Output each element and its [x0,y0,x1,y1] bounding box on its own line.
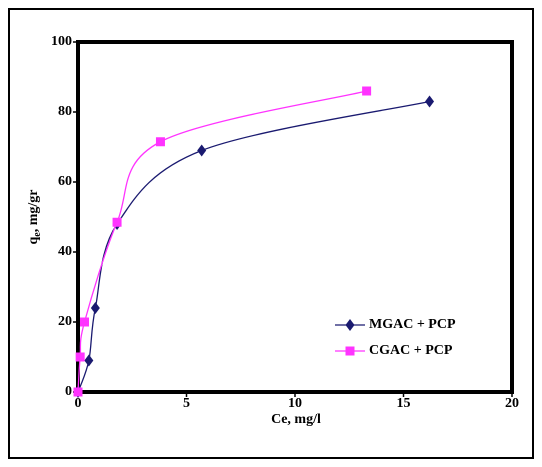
y-tick-label: 60 [58,174,72,189]
legend-label: MGAC + PCP [369,317,456,332]
plot-area [76,40,514,394]
marker [197,144,207,157]
marker [73,387,83,397]
legend-marker [345,319,355,331]
x-tick-label: 0 [75,396,82,411]
y-axis-label: qe, mg/gr [26,189,43,244]
marker [90,302,100,314]
y-tick-label: 40 [58,244,72,259]
marker [80,317,90,327]
frame [8,8,534,459]
marker [425,95,435,108]
legend-label: CGAC + PCP [369,343,453,358]
y-tick-label: 80 [58,104,72,119]
x-tick-label: 10 [288,396,302,411]
series-line [77,90,367,393]
x-tick-label: 5 [183,396,190,411]
y-label-unit: , mg/gr [26,189,41,232]
marker [155,137,165,147]
marker [84,354,94,367]
x-tick-label: 15 [397,396,411,411]
legend-marker [345,346,355,356]
x-tick-label: 20 [505,396,519,411]
y-tick-label: 100 [51,34,72,49]
marker [362,86,372,96]
y-tick-label: 20 [58,314,72,329]
y-tick-label: 0 [65,384,72,399]
marker [75,352,85,362]
x-axis-label: Ce, mg/l [271,412,321,427]
marker [112,217,122,227]
y-label-main: q [26,237,41,245]
y-label-sub: e [32,232,43,237]
